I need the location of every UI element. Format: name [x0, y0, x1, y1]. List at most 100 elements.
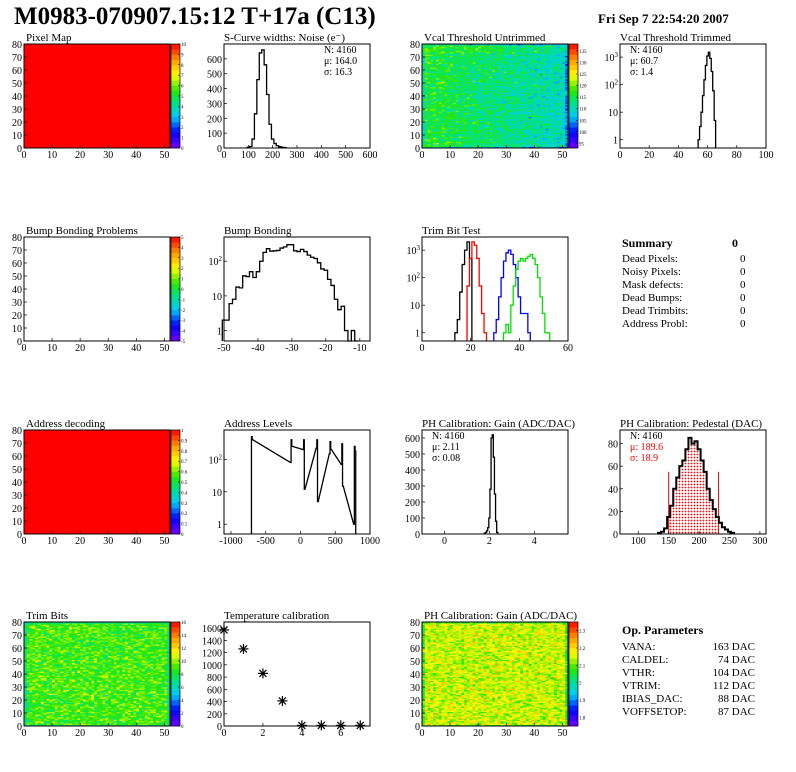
heatmap-cell [450, 144, 454, 146]
heatmap-cell [509, 75, 513, 77]
colorbar-band [171, 257, 180, 264]
heatmap-cell [489, 116, 493, 119]
heatmap-cell [438, 136, 442, 138]
heatmap-cell [486, 127, 490, 129]
heatmap-cell [495, 90, 499, 93]
heatmap-cell [511, 106, 515, 108]
heatmap-cell [455, 115, 459, 118]
heatmap-cell [511, 105, 515, 107]
heatmap-cell [509, 111, 513, 114]
heatmap-cell [489, 118, 493, 120]
heatmap-cell [455, 86, 459, 89]
heatmap-cell [424, 79, 428, 81]
heatmap-cell [472, 55, 476, 58]
heatmap-cell [480, 71, 485, 73]
heatmap-cell [514, 144, 518, 146]
heatmap-cell [528, 93, 532, 95]
heatmap-cell [500, 70, 504, 72]
heatmap-cell [500, 81, 504, 84]
heatmap-cell [450, 105, 454, 107]
heatmap-cell [458, 124, 462, 127]
heatmap-cell [475, 132, 479, 134]
heatmap-cell [506, 137, 510, 140]
heatmap-cell [452, 99, 456, 102]
heatmap-cell [478, 85, 482, 88]
heatmap-cell [475, 109, 479, 111]
heatmap-cell [511, 101, 515, 103]
heatmap-cell [441, 93, 445, 95]
heatmap-cell [436, 79, 440, 81]
heatmap-cell [450, 90, 454, 93]
heatmap-cell [436, 111, 440, 114]
heatmap-cell [525, 49, 529, 51]
heatmap-cell [503, 66, 507, 68]
heatmap-cell [469, 114, 473, 116]
heatmap-cell [438, 75, 442, 77]
y-tick-label: 60 [608, 462, 618, 473]
heatmap-cell [500, 107, 504, 110]
heatmap-cell [517, 135, 521, 137]
heatmap-cell [523, 141, 527, 144]
heatmap-cell [464, 119, 468, 121]
heatmap-cell [461, 46, 465, 49]
heatmap-cell [450, 86, 454, 89]
heatmap-cell [472, 72, 476, 75]
heatmap-cell [511, 122, 515, 124]
heatmap-cell [495, 72, 499, 75]
heatmap-cell [422, 86, 426, 89]
heatmap-cell [520, 96, 524, 98]
y-tick-label: 80 [12, 426, 22, 437]
heatmap-cell [528, 115, 532, 118]
heatmap-cell [472, 144, 476, 146]
heatmap-cell [497, 122, 501, 124]
heatmap-cell [495, 133, 499, 136]
heatmap-cell [447, 145, 451, 147]
heatmap-cell [436, 137, 440, 140]
heatmap-cell [469, 119, 473, 121]
heatmap-cell [480, 51, 485, 54]
heatmap-cell [531, 129, 535, 132]
heatmap-cell [430, 106, 434, 108]
heatmap-cell [472, 132, 476, 134]
heatmap-cell [475, 84, 479, 86]
heatmap-cell [422, 115, 426, 118]
heatmap-cell [438, 144, 442, 146]
heatmap-cell [500, 123, 504, 125]
heatmap-cell [422, 75, 426, 77]
heatmap-cell [531, 103, 535, 106]
heatmap-cell [424, 142, 428, 145]
heatmap-cell [480, 63, 485, 66]
heatmap-cell [464, 131, 468, 133]
heatmap-cell [483, 44, 487, 46]
heatmap-cell [475, 118, 479, 120]
heatmap-cell [478, 142, 482, 145]
heatmap-cell [472, 112, 476, 115]
heatmap-cell [424, 136, 428, 138]
heatmap-cell [466, 106, 471, 108]
heatmap-cell [517, 75, 521, 77]
heatmap-cell [497, 107, 501, 110]
heatmap-cell [486, 71, 490, 73]
y-tick-label: 600 [207, 55, 222, 66]
heatmap-cell [427, 128, 431, 131]
heatmap-cell [506, 119, 510, 121]
heatmap-cell [436, 116, 440, 119]
heatmap-cell [464, 129, 468, 132]
heatmap-cell [458, 85, 462, 88]
heatmap-cell [517, 53, 521, 55]
heatmap-cell [517, 93, 521, 95]
histogram-bin [270, 251, 273, 341]
heatmap-cell [438, 119, 442, 121]
heatmap-cell [424, 96, 428, 98]
heatmap-cell [514, 71, 518, 73]
heatmap-cell [441, 116, 445, 119]
y-tick-label: 10 [410, 301, 420, 312]
heatmap-cell [525, 83, 529, 85]
histogram-series [221, 244, 359, 342]
colorbar-band [569, 44, 578, 50]
colorbar-band [171, 518, 180, 524]
colorbar-tick-label: 5 [181, 236, 184, 241]
heatmap-cell [486, 136, 490, 138]
heatmap-cell [506, 122, 510, 124]
